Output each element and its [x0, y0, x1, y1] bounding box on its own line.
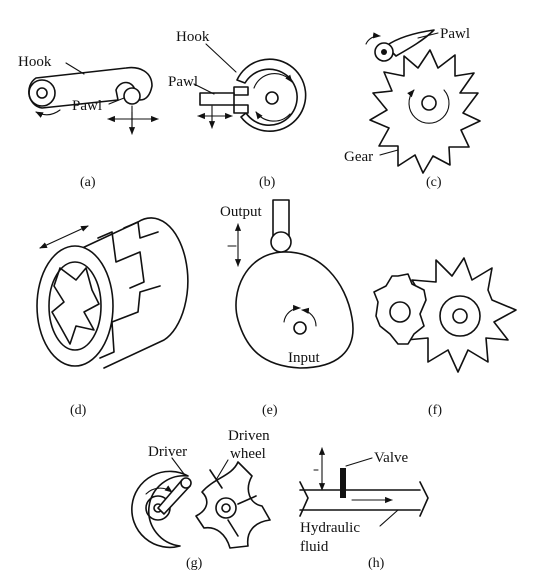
pawl-leader-line: [108, 97, 125, 105]
driver-leader-line: [171, 457, 185, 475]
gear-hub: [421, 95, 437, 111]
panel-d-caption: (d): [70, 403, 87, 418]
panel-b-slotted-wheel: Hook Pawl (b): [168, 29, 307, 190]
pawl-leader-line: [193, 83, 215, 95]
input-label: Input: [288, 350, 320, 366]
panel-h-caption: (h): [368, 556, 385, 571]
panel-a-caption: (a): [80, 175, 96, 190]
cam-shaft: [293, 321, 307, 335]
pawl-label: Pawl: [440, 26, 470, 42]
pawl-label: Pawl: [168, 74, 198, 90]
lever-pivot: [36, 87, 48, 99]
panel-a-hook-pawl-lever: Hook Pawl (a): [18, 54, 159, 190]
driver-pin: [180, 477, 192, 489]
cam-profile: [235, 251, 354, 369]
driven-hub: [221, 503, 231, 513]
gear-label: Gear: [344, 149, 373, 165]
gear-leader-line: [379, 149, 399, 156]
wheel-hub: [265, 91, 279, 105]
driven-leader-line: [215, 459, 229, 481]
wheel-slot-lower: [233, 104, 249, 114]
hook-leader-line: [205, 43, 237, 73]
wheel-slot-upper: [233, 86, 249, 96]
driver-gear-hub: [389, 301, 411, 323]
panel-c-caption: (c): [426, 175, 442, 190]
panel-h-hydraulic-valve: Valve Hydraulic fluid (h): [299, 447, 429, 571]
panel-b-caption: (b): [259, 175, 276, 190]
gear-rotation-arrow: [407, 89, 450, 124]
barrel-inner-ring: [48, 261, 102, 351]
driven-gear-inner: [439, 295, 481, 337]
barrel-body: [77, 217, 189, 369]
wheel-rotation-arrow-bottom: [255, 111, 291, 122]
panel-e-cam-follower: Output Input (e): [220, 199, 354, 418]
panel-g-geneva-drive: Driver Driven wheel (g): [131, 428, 271, 571]
pawl-rotation-arrow: [365, 32, 381, 45]
pawl-pivot: [381, 49, 387, 55]
axial-motion-arrow: [39, 225, 89, 249]
hook-lever: [28, 66, 153, 109]
driven-gear-hub: [452, 308, 468, 324]
driven-wheel: [195, 461, 271, 549]
driver-rotation-arrow: [145, 485, 173, 495]
barrel-star-slot: [51, 267, 100, 345]
hook-leader-line: [65, 62, 85, 75]
panel-f-caption: (f): [428, 403, 442, 418]
hook-label: Hook: [18, 54, 52, 70]
valve-label: Valve: [374, 450, 408, 466]
pawl-leader-line: [417, 32, 439, 39]
cam-track-lower: [99, 285, 161, 359]
pipe-break-right: [419, 481, 429, 517]
panel-e-caption: (e): [262, 403, 278, 418]
wheel-rotation-arrow-top: [253, 73, 293, 89]
fluid-label-line1: Hydraulic: [300, 520, 360, 536]
follower-roller: [270, 231, 292, 253]
driver-gear: [373, 273, 427, 345]
driven-hub-ring: [215, 497, 237, 519]
output-label: Output: [220, 204, 263, 220]
cam-track-top: [123, 221, 159, 239]
valve-gate: [340, 468, 346, 498]
pawl-label: Pawl: [72, 98, 102, 114]
pawl-bar: [199, 92, 235, 106]
cam-track-upper: [97, 231, 145, 289]
rotation-arrow: [35, 109, 61, 118]
lever-pivot-ring: [28, 79, 56, 107]
hook-label: Hook: [176, 29, 210, 45]
driver-label: Driver: [148, 444, 187, 460]
driven-slot-3: [227, 519, 239, 537]
fluid-label-line2: fluid: [300, 539, 329, 555]
valve-leader-line: [345, 457, 373, 467]
panel-d-barrel-cam: (d): [36, 217, 189, 418]
input-arrow-right: [301, 307, 317, 327]
pawl-pin: [123, 87, 141, 105]
input-arrow-left: [283, 304, 301, 323]
fluid-leader-line: [379, 509, 399, 527]
pipe-break-left: [299, 481, 309, 517]
panel-c-ratchet-gear: Pawl Gear (c): [344, 26, 481, 190]
ratchet-gear: [369, 49, 481, 174]
panel-g-caption: (g): [186, 556, 203, 571]
driven-label-line1: Driven: [228, 428, 270, 444]
driven-slot-2: [237, 495, 257, 505]
driven-label-line2: wheel: [230, 446, 266, 462]
panel-f-geneva-gear: (f): [373, 257, 517, 418]
driver-disc: [131, 470, 189, 549]
